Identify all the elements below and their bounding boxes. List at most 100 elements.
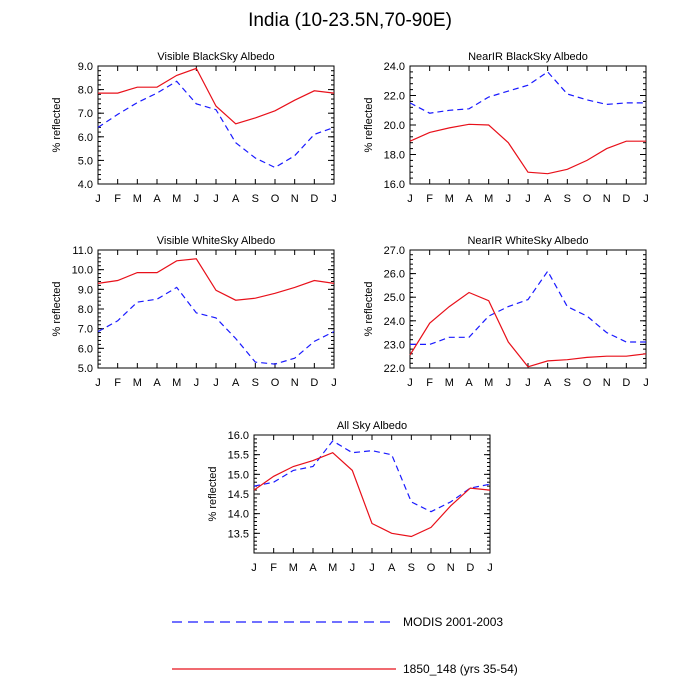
x-tick-label: A xyxy=(232,193,240,205)
series-line-model xyxy=(98,67,335,125)
plot-frame xyxy=(409,249,647,369)
series-line-modis xyxy=(97,286,335,365)
x-tick-label: J xyxy=(95,377,101,389)
x-tick-label: M xyxy=(172,193,181,205)
y-tick-label: 20.0 xyxy=(384,120,405,132)
x-tick-label: D xyxy=(622,377,630,389)
x-tick-label: N xyxy=(603,193,611,205)
y-tick-label: 11.0 xyxy=(72,245,93,257)
y-tick-label: 5.0 xyxy=(78,155,93,167)
y-tick-label: 16.0 xyxy=(228,430,249,442)
y-tick-label: 10.0 xyxy=(72,265,93,277)
x-tick-label: J xyxy=(213,377,219,389)
x-tick-label: O xyxy=(583,193,592,205)
x-tick-label: J xyxy=(525,193,531,205)
x-tick-label: J xyxy=(506,193,512,205)
x-tick-label: D xyxy=(310,377,318,389)
plot-frame xyxy=(97,65,335,185)
series-line-modis xyxy=(253,440,491,513)
plot-frame xyxy=(97,249,335,369)
y-tick-label: 22.0 xyxy=(384,363,405,375)
y-tick-label: 14.0 xyxy=(228,509,249,521)
x-tick-label: D xyxy=(466,562,474,574)
x-tick-label: M xyxy=(133,377,142,389)
legend: MODIS 2001-2003 1850_148 (yrs 35-54) xyxy=(172,615,518,676)
series-line-model xyxy=(409,123,646,175)
plot-frame xyxy=(253,434,491,554)
x-tick-label: J xyxy=(194,377,200,389)
x-tick-label: J xyxy=(251,562,257,574)
x-tick-label: N xyxy=(291,193,299,205)
y-tick-label: 22.0 xyxy=(384,91,405,103)
x-tick-label: A xyxy=(153,193,161,205)
y-axis-label: % reflected xyxy=(207,466,219,521)
y-tick-label: 9.0 xyxy=(78,284,93,296)
x-tick-label: J xyxy=(213,193,219,205)
y-tick-label: 23.0 xyxy=(384,339,405,351)
x-tick-label: J xyxy=(331,377,337,389)
x-tick-label: F xyxy=(114,377,121,389)
x-tick-label: J xyxy=(525,377,531,389)
plot-frame xyxy=(409,65,647,185)
y-axis-label: % reflected xyxy=(51,281,63,336)
page-title: India (10-23.5N,70-90E) xyxy=(248,10,452,31)
x-tick-label: N xyxy=(291,377,299,389)
panel-title: NearIR WhiteSky Albedo xyxy=(467,235,588,247)
x-tick-label: S xyxy=(252,377,259,389)
x-tick-label: M xyxy=(133,193,142,205)
y-tick-label: 16.0 xyxy=(384,179,405,191)
x-tick-label: F xyxy=(426,193,433,205)
series-line-model xyxy=(253,452,491,538)
y-tick-label: 7.0 xyxy=(78,108,93,120)
x-tick-label: J xyxy=(487,562,493,574)
x-tick-label: A xyxy=(309,562,317,574)
series-line-modis xyxy=(409,71,646,114)
series-line-model xyxy=(409,291,647,368)
x-tick-label: F xyxy=(114,193,121,205)
x-tick-label: F xyxy=(270,562,277,574)
x-tick-label: J xyxy=(407,193,413,205)
y-tick-label: 13.5 xyxy=(228,528,249,540)
x-tick-label: A xyxy=(544,377,552,389)
y-tick-label: 7.0 xyxy=(78,324,93,336)
panel-title: Visible BlackSky Albedo xyxy=(157,51,274,63)
y-tick-label: 6.0 xyxy=(78,343,93,355)
x-tick-label: O xyxy=(583,377,592,389)
x-tick-label: J xyxy=(194,193,200,205)
x-tick-label: J xyxy=(331,193,337,205)
x-tick-label: M xyxy=(484,193,493,205)
legend-label-model: 1850_148 (yrs 35-54) xyxy=(403,662,518,676)
y-tick-label: 24.0 xyxy=(384,61,405,73)
x-tick-label: N xyxy=(603,377,611,389)
x-tick-label: N xyxy=(447,562,455,574)
x-tick-label: J xyxy=(350,562,356,574)
x-tick-label: M xyxy=(484,377,493,389)
x-tick-label: M xyxy=(445,377,454,389)
x-tick-label: J xyxy=(407,377,413,389)
x-tick-label: S xyxy=(564,377,571,389)
x-tick-label: J xyxy=(95,193,101,205)
y-axis-label: % reflected xyxy=(51,97,63,152)
x-tick-label: D xyxy=(310,193,318,205)
y-tick-label: 6.0 xyxy=(78,132,93,144)
y-tick-label: 4.0 xyxy=(78,179,93,191)
panel-title: Visible WhiteSky Albedo xyxy=(157,235,275,247)
x-tick-label: M xyxy=(445,193,454,205)
x-tick-label: J xyxy=(643,377,649,389)
y-tick-label: 15.5 xyxy=(228,450,249,462)
y-tick-label: 5.0 xyxy=(78,363,93,375)
legend-label-modis: MODIS 2001-2003 xyxy=(403,615,503,629)
x-tick-label: O xyxy=(271,377,280,389)
x-tick-label: M xyxy=(289,562,298,574)
y-axis-label: % reflected xyxy=(363,281,375,336)
x-tick-label: J xyxy=(643,193,649,205)
panel-title: NearIR BlackSky Albedo xyxy=(468,51,588,63)
y-tick-label: 15.0 xyxy=(228,469,249,481)
